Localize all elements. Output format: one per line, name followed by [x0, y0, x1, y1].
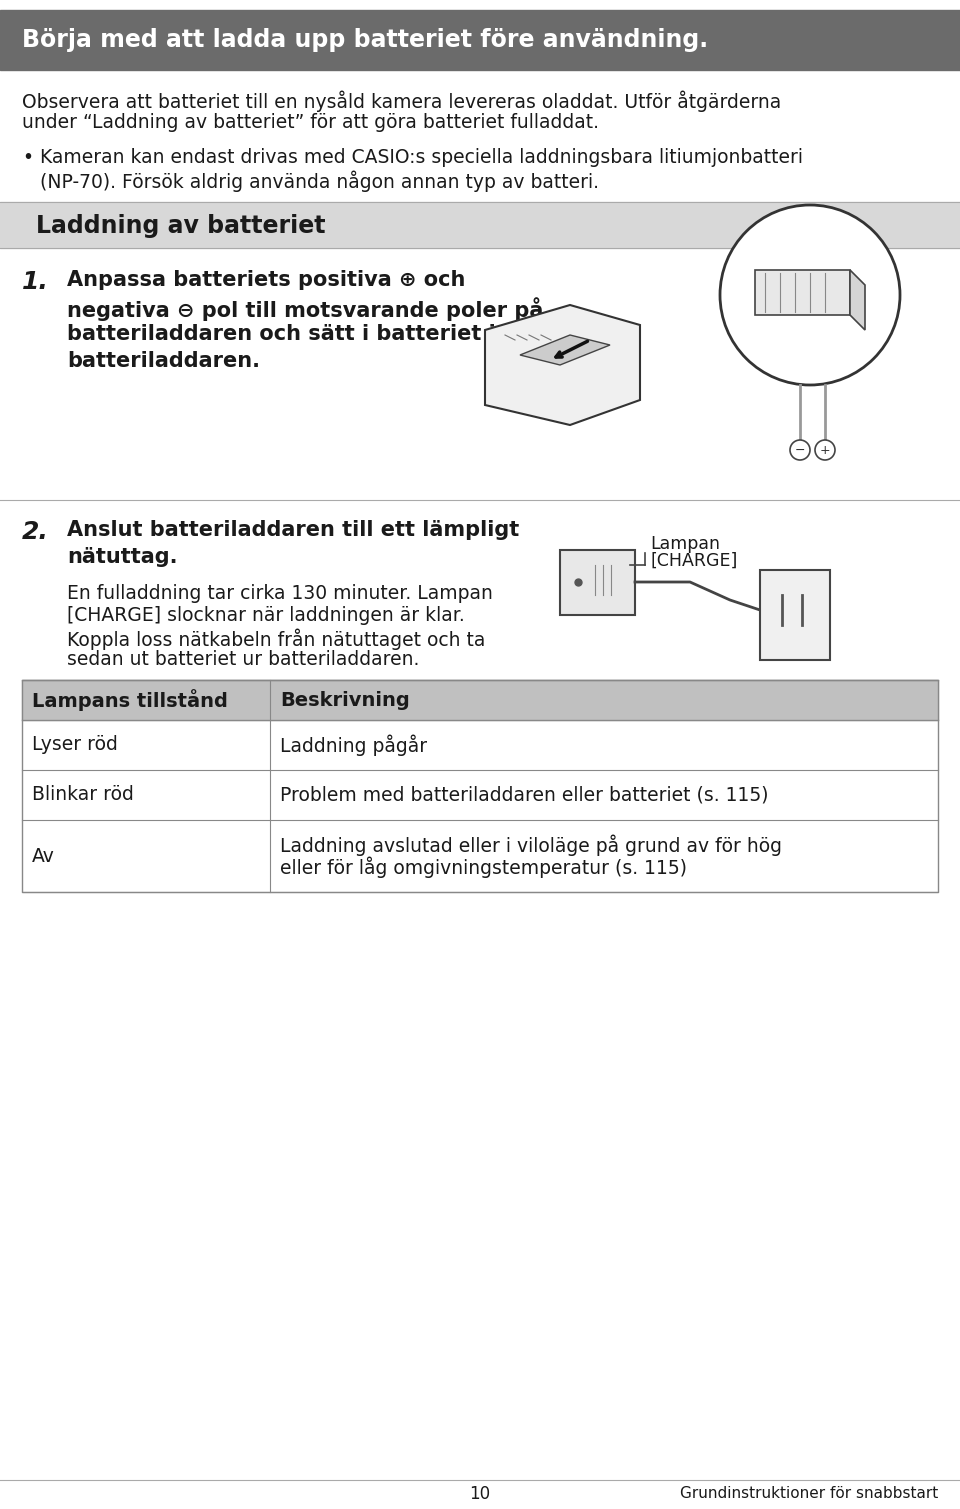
Bar: [760, 570, 830, 659]
Text: eller för låg omgivningstemperatur (s. 115): eller för låg omgivningstemperatur (s. 1…: [280, 856, 687, 878]
Text: Observera att batteriet till en nysåld kamera levereras oladdat. Utför åtgärdern: Observera att batteriet till en nysåld k…: [22, 91, 781, 112]
Text: 2.: 2.: [22, 521, 49, 545]
Text: Anpassa batteriets positiva ⊕ och: Anpassa batteriets positiva ⊕ och: [67, 270, 466, 290]
Text: Laddning av batteriet: Laddning av batteriet: [36, 214, 325, 238]
Text: Anslut batteriladdaren till ett lämpligt: Anslut batteriladdaren till ett lämpligt: [67, 521, 519, 540]
Text: Laddning avslutad eller i viloläge på grund av för hög: Laddning avslutad eller i viloläge på gr…: [280, 834, 782, 856]
Text: nätuttag.: nätuttag.: [67, 546, 178, 567]
Text: −: −: [795, 444, 805, 457]
Ellipse shape: [790, 441, 810, 460]
Text: Lampan: Lampan: [650, 536, 720, 552]
Text: Lyser röd: Lyser röd: [32, 735, 118, 754]
Bar: [22, 204, 28, 244]
Bar: [0, 202, 960, 247]
Bar: [22, 681, 938, 892]
Text: Blinkar röd: Blinkar röd: [32, 786, 133, 804]
Text: negativa ⊖ pol till motsvarande poler på: negativa ⊖ pol till motsvarande poler på: [67, 297, 543, 321]
Text: 1.: 1.: [22, 270, 49, 294]
Text: Av: Av: [32, 847, 55, 866]
Text: Beskrivning: Beskrivning: [280, 691, 410, 709]
Text: [CHARGE] slocknar när laddningen är klar.: [CHARGE] slocknar när laddningen är klar…: [67, 607, 465, 625]
Text: Grundinstruktioner för snabbstart: Grundinstruktioner för snabbstart: [680, 1486, 938, 1501]
Text: Laddning pågår: Laddning pågår: [280, 735, 427, 756]
Text: Kameran kan endast drivas med CASIO:s speciella laddningsbara litiumjonbatteri: Kameran kan endast drivas med CASIO:s sp…: [40, 148, 803, 167]
Text: Lampans tillstånd: Lampans tillstånd: [32, 690, 228, 711]
Polygon shape: [520, 335, 610, 365]
Text: •: •: [22, 148, 34, 167]
Text: batteriladdaren och sätt i batteriet i: batteriladdaren och sätt i batteriet i: [67, 324, 495, 344]
Text: Problem med batteriladdaren eller batteriet (s. 115): Problem med batteriladdaren eller batter…: [280, 786, 769, 804]
Text: under “Laddning av batteriet” för att göra batteriet fulladdat.: under “Laddning av batteriet” för att gö…: [22, 113, 599, 131]
Polygon shape: [485, 305, 640, 426]
Polygon shape: [755, 270, 850, 315]
Ellipse shape: [815, 441, 835, 460]
Text: sedan ut batteriet ur batteriladdaren.: sedan ut batteriet ur batteriladdaren.: [67, 650, 420, 668]
Text: Börja med att ladda upp batteriet före användning.: Börja med att ladda upp batteriet före a…: [22, 29, 708, 51]
Polygon shape: [560, 549, 635, 616]
Text: batteriladdaren.: batteriladdaren.: [67, 352, 260, 371]
Text: Koppla loss nätkabeln från nätuttaget och ta: Koppla loss nätkabeln från nätuttaget oc…: [67, 628, 486, 649]
Bar: [22, 681, 938, 720]
Text: [CHARGE]: [CHARGE]: [650, 552, 737, 570]
Text: (NP-70). Försök aldrig använda någon annan typ av batteri.: (NP-70). Försök aldrig använda någon ann…: [40, 171, 599, 193]
Ellipse shape: [720, 205, 900, 385]
Text: +: +: [820, 444, 830, 457]
Bar: [0, 11, 960, 69]
Text: En fulladdning tar cirka 130 minuter. Lampan: En fulladdning tar cirka 130 minuter. La…: [67, 584, 492, 604]
Polygon shape: [850, 270, 865, 330]
Text: 10: 10: [469, 1485, 491, 1503]
